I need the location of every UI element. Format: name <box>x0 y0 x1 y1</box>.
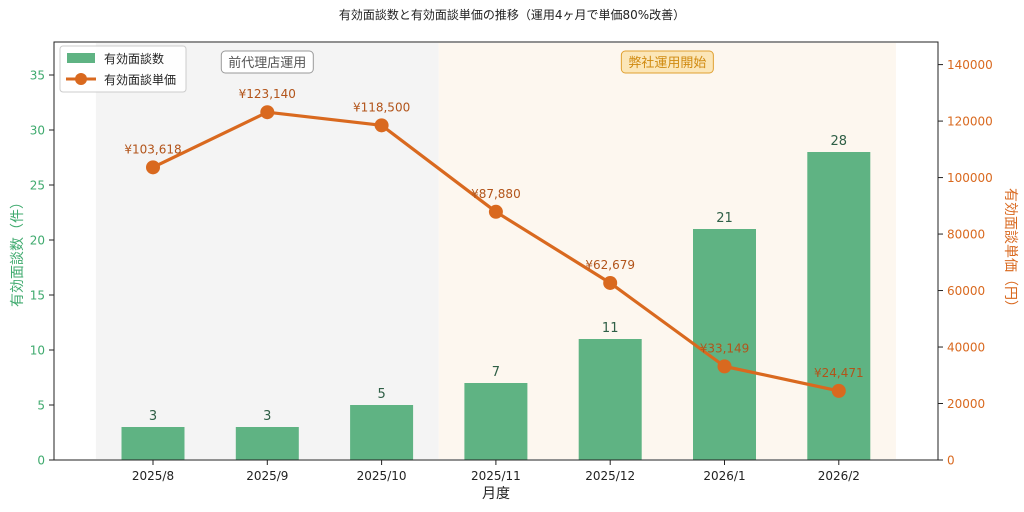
chart-title: 有効面談数と有効面談単価の推移（運用4ヶ月で単価80%改善） <box>339 7 685 22</box>
left-tick-label: 35 <box>30 69 45 83</box>
right-tick-label: 80000 <box>947 228 985 242</box>
bar <box>464 383 528 460</box>
left-axis-label: 有効面談数（件） <box>10 195 26 307</box>
bar-value-label: 7 <box>492 365 500 380</box>
bar-value-label: 3 <box>263 409 271 424</box>
bar <box>693 229 756 460</box>
region-label-box <box>220 50 314 74</box>
line-point <box>603 275 618 290</box>
x-axis-label: 月度 <box>482 486 510 502</box>
legend-line-label: 有効面談単価 <box>104 72 176 87</box>
line-value-label: ¥103,618 <box>124 142 181 156</box>
right-tick-label: 0 <box>947 454 955 468</box>
right-tick-label: 60000 <box>947 284 985 298</box>
left-tick-label: 25 <box>30 179 45 193</box>
bar <box>578 339 642 460</box>
right-tick-label: 40000 <box>947 341 985 355</box>
right-y-axis: 0 20000 40000 60000 80000 100000 120000 140000 <box>938 58 993 468</box>
region-label: 前代理店運用 <box>228 55 306 71</box>
left-tick-label: 15 <box>30 289 45 303</box>
right-tick-label: 100000 <box>947 171 993 185</box>
legend-bar-swatch <box>67 53 95 63</box>
region-label-box <box>620 50 714 74</box>
line-series <box>146 105 846 398</box>
region-labels: 前代理店運用 弊社運用開始 <box>220 50 714 74</box>
right-axis-label: 有効面談単価（円） <box>1002 188 1018 314</box>
line-value-label: ¥118,500 <box>353 100 410 114</box>
line-point <box>717 359 732 374</box>
legend: 有効面談数 有効面談単価 <box>59 45 187 93</box>
left-tick-label: 5 <box>37 399 45 413</box>
line-value-label: ¥87,880 <box>471 187 521 201</box>
left-tick-label: 30 <box>30 124 45 138</box>
x-tick-label: 2025/9 <box>246 469 288 483</box>
x-tick-label: 2026/2 <box>818 469 860 483</box>
bar-value-label: 28 <box>831 134 848 149</box>
line-point <box>146 160 160 175</box>
line-point <box>260 105 275 120</box>
line-value-label: ¥24,471 <box>814 366 864 380</box>
x-tick-label: 2026/1 <box>703 469 745 483</box>
left-tick-label: 0 <box>37 454 45 468</box>
bar-series <box>121 152 871 460</box>
left-y-axis: 0 5 10 15 20 25 30 35 <box>30 69 54 468</box>
left-tick-label: 10 <box>30 344 45 358</box>
bar <box>350 405 414 460</box>
bar-value-label: 11 <box>602 321 619 336</box>
line-point <box>488 204 503 219</box>
line-value-labels: ¥103,618 ¥123,140 ¥118,500 ¥87,880 ¥62,679 ¥3… <box>124 87 863 380</box>
bar-value-label: 21 <box>716 211 733 226</box>
x-axis: 2025/8 2025/9 2025/10 2025/11 2025/12 2026/1 2… <box>132 460 860 483</box>
x-tick-label: 2025/10 <box>357 469 407 483</box>
line-value-label: ¥33,149 <box>700 341 750 355</box>
legend-line-marker <box>75 73 87 85</box>
bar-value-labels: 3 3 5 7 11 21 28 <box>149 134 847 424</box>
x-tick-label: 2025/11 <box>471 469 521 483</box>
region-label: 弊社運用開始 <box>628 55 706 71</box>
bar-value-label: 3 <box>149 409 157 424</box>
line-point <box>831 383 846 398</box>
line-point <box>374 118 389 133</box>
line-value-label: ¥62,679 <box>585 258 635 272</box>
bar <box>807 152 871 460</box>
right-tick-label: 20000 <box>947 397 985 411</box>
bar-value-label: 5 <box>377 387 385 402</box>
x-tick-label: 2025/12 <box>585 469 635 483</box>
legend-bar-label: 有効面談数 <box>104 51 164 66</box>
bar <box>235 427 299 460</box>
right-tick-label: 120000 <box>947 115 993 129</box>
right-tick-label: 140000 <box>947 58 993 72</box>
bar <box>121 427 185 460</box>
left-tick-label: 20 <box>30 234 45 248</box>
line-value-label: ¥123,140 <box>239 87 296 101</box>
x-tick-label: 2025/8 <box>132 469 174 483</box>
